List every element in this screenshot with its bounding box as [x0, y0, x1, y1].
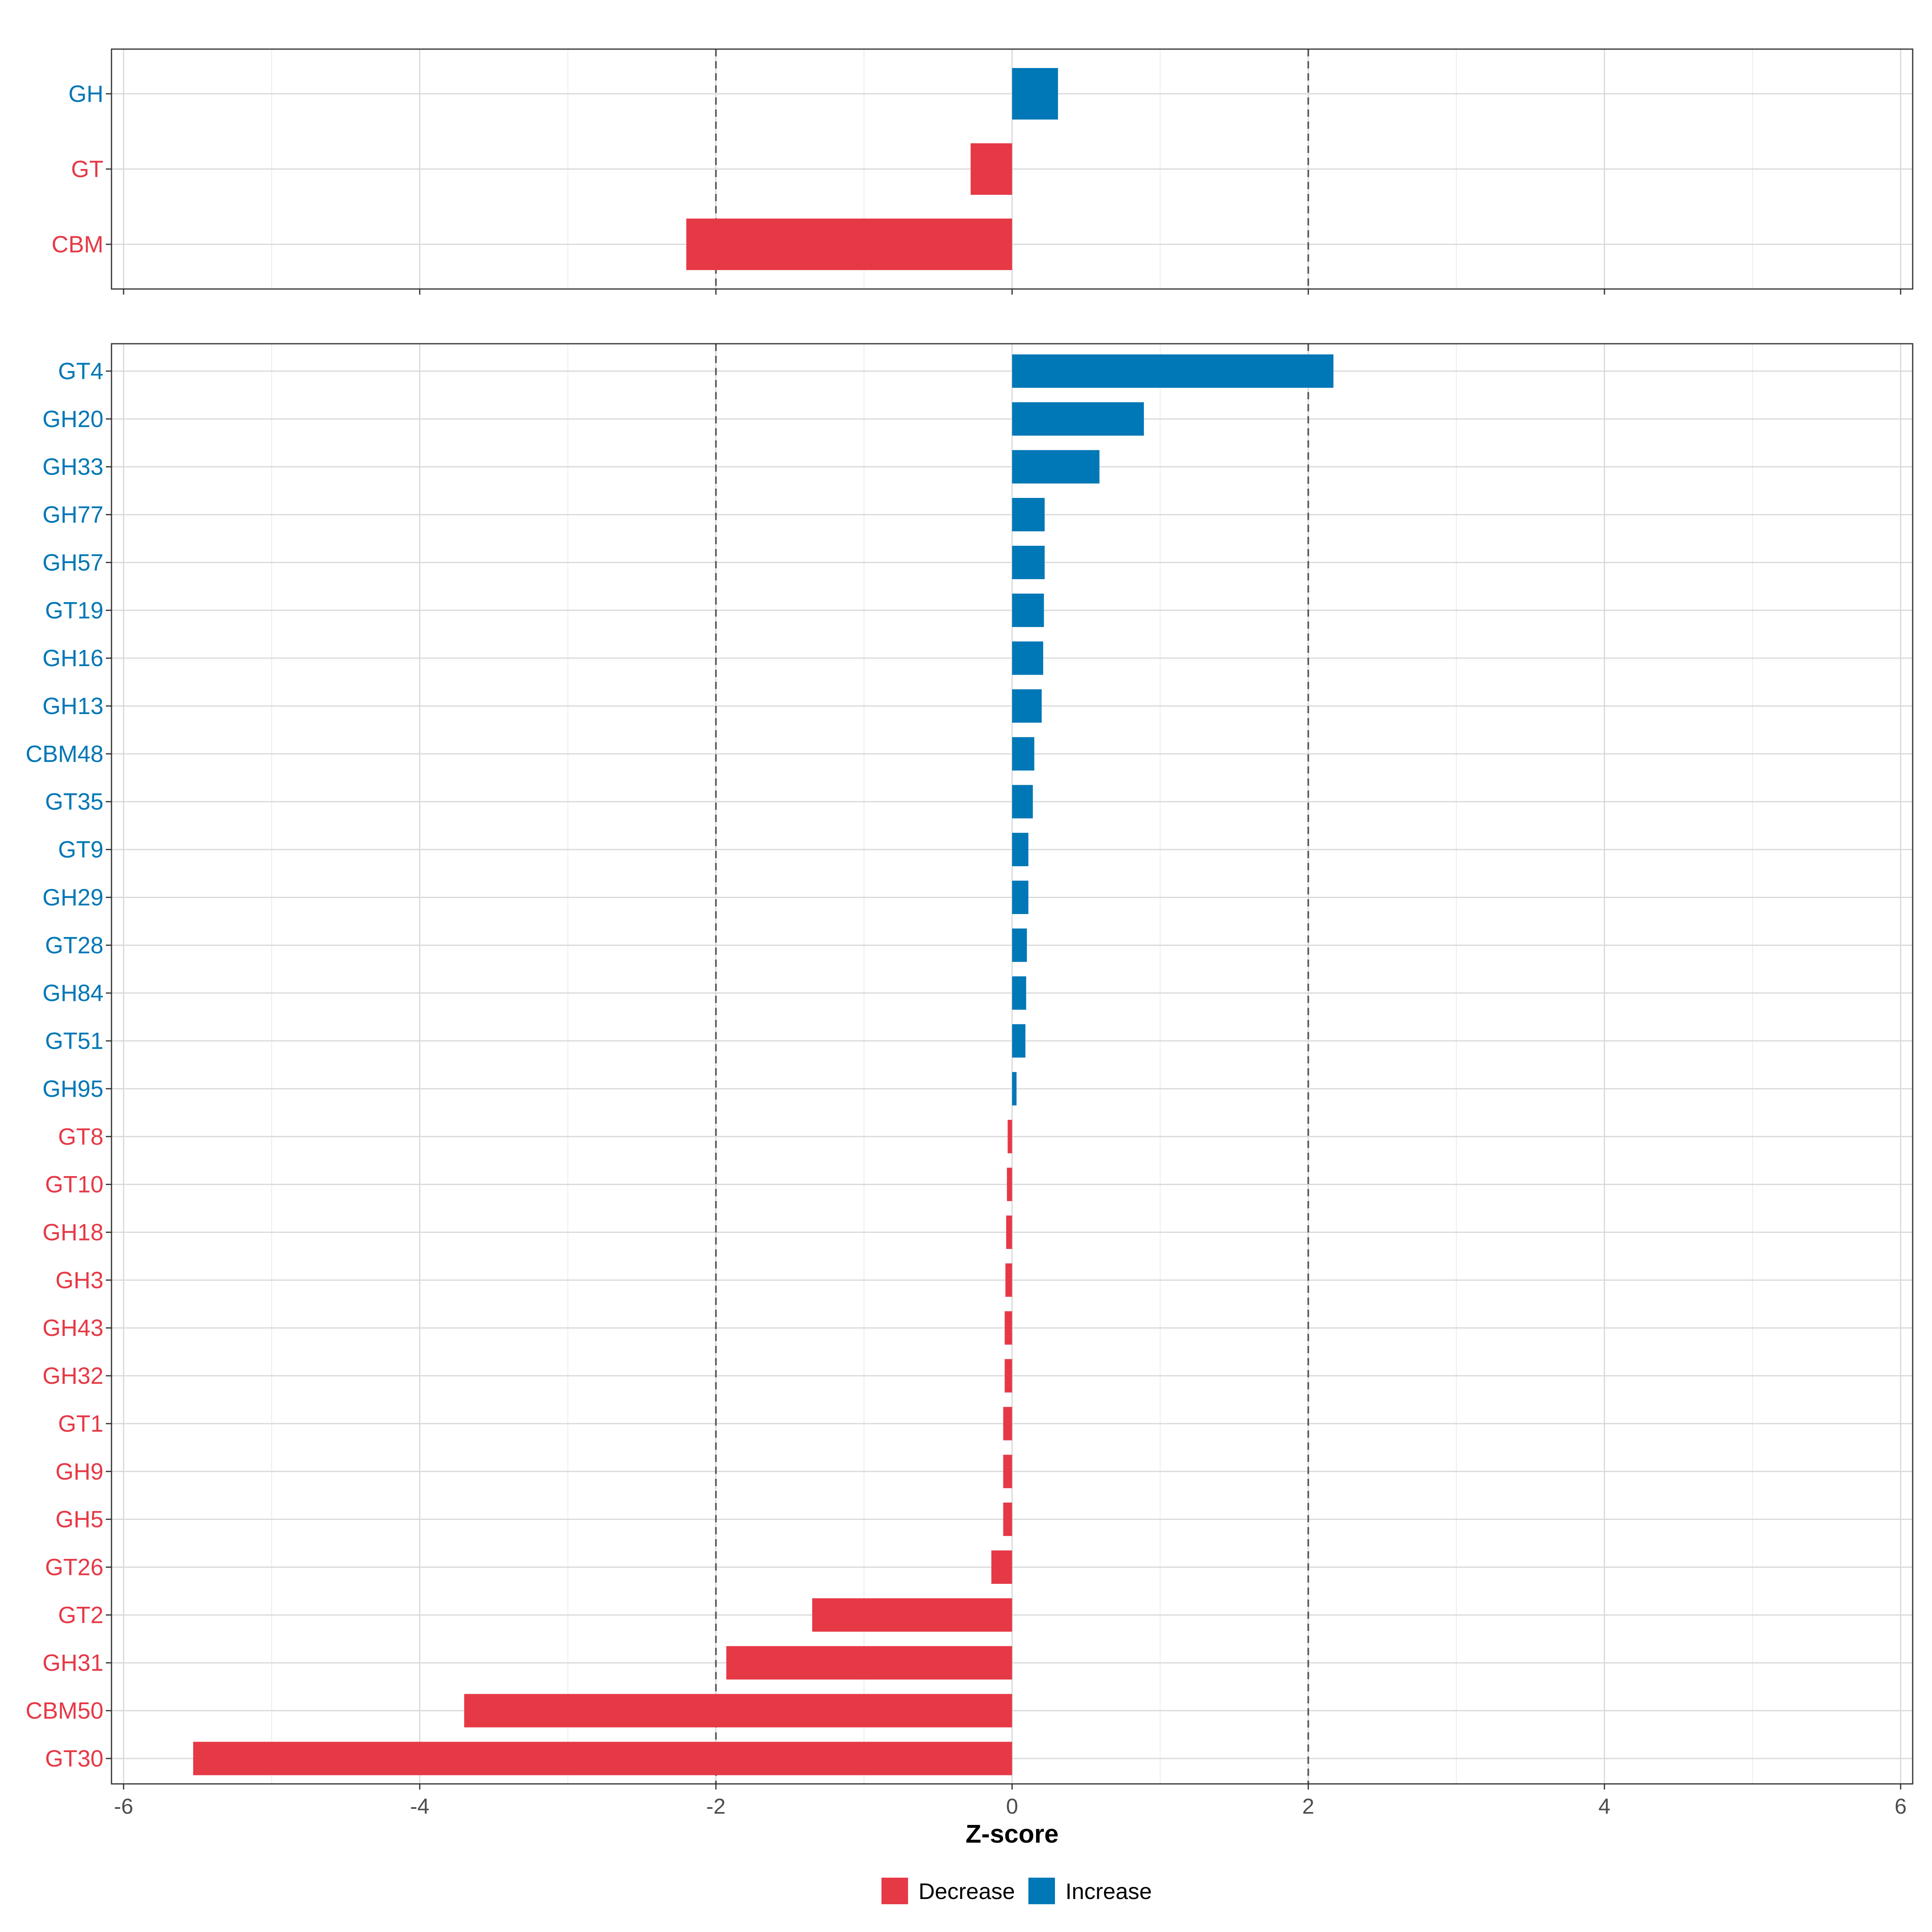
x-tick-label: -4: [410, 1794, 429, 1818]
x-tick-label: 4: [1598, 1794, 1610, 1818]
bar-gh: [1012, 68, 1058, 120]
bar-gh31: [726, 1646, 1012, 1680]
bar-gt1: [1003, 1407, 1012, 1441]
category-label-gt9: GT9: [58, 837, 103, 863]
category-label-gh13: GH13: [42, 693, 103, 719]
bar-gh9: [1003, 1455, 1012, 1488]
category-label-gt26: GT26: [45, 1554, 103, 1581]
bar-gh32: [1005, 1359, 1012, 1393]
category-label-gh77: GH77: [42, 502, 103, 528]
category-label-gh5: GH5: [56, 1507, 103, 1533]
category-label-gt35: GT35: [45, 789, 103, 815]
legend-label-decrease: Decrease: [919, 1878, 1015, 1904]
category-label-gt2: GT2: [58, 1602, 103, 1628]
category-label-gh: GH: [68, 81, 103, 107]
category-label-gh84: GH84: [42, 980, 103, 1006]
category-label-cbm50: CBM50: [26, 1698, 103, 1724]
bar-gt4: [1012, 354, 1333, 388]
bar-gh29: [1012, 880, 1028, 914]
category-label-gh43: GH43: [42, 1315, 103, 1341]
category-label-gt4: GT4: [58, 358, 103, 384]
bar-gh95: [1012, 1072, 1017, 1106]
bar-gt35: [1012, 785, 1033, 819]
top-panel-bars: [686, 68, 1058, 270]
x-axis-title: Z-score: [966, 1819, 1059, 1848]
bar-cbm50: [464, 1694, 1012, 1728]
category-label-gt19: GT19: [45, 597, 103, 623]
bar-gt30: [193, 1742, 1012, 1775]
bottom-panel-ticks: [106, 370, 1901, 1790]
bar-gh18: [1006, 1215, 1012, 1249]
category-label-gh16: GH16: [42, 645, 103, 671]
legend: Decrease Increase: [881, 1878, 1152, 1904]
category-label-gt28: GT28: [45, 932, 103, 958]
category-label-gh32: GH32: [42, 1363, 103, 1389]
bar-gt26: [991, 1550, 1012, 1584]
bar-gt9: [1012, 833, 1028, 867]
bar-gt: [970, 143, 1012, 195]
x-tick-label: -2: [706, 1794, 726, 1818]
category-label-gh3: GH3: [56, 1267, 103, 1293]
category-label-gh31: GH31: [42, 1650, 103, 1676]
bar-gh57: [1012, 545, 1045, 579]
category-label-gt1: GT1: [58, 1411, 103, 1437]
legend-key-decrease: [881, 1878, 908, 1904]
bar-gh84: [1012, 976, 1026, 1010]
x-tick-label: 2: [1302, 1794, 1314, 1818]
bar-gt51: [1012, 1024, 1026, 1058]
legend-label-increase: Increase: [1065, 1878, 1152, 1904]
bottom-panel-category-labels: GT4 GH20 GH33 GH77 GH57 GT19 GH16 GH13 CBM48 GT35…: [26, 358, 103, 1772]
bar-gt2: [812, 1598, 1012, 1632]
category-label-gt10: GT10: [45, 1172, 103, 1198]
bar-gt10: [1007, 1168, 1012, 1201]
x-axis-tick-labels: -6 -4 -2 0 2 4 6: [114, 1794, 1907, 1818]
bar-gh13: [1012, 689, 1042, 723]
bar-gh33: [1012, 450, 1100, 484]
bar-cbm48: [1012, 737, 1034, 771]
legend-key-increase: [1028, 1878, 1055, 1904]
bottom-panel-reference-lines: [715, 344, 1309, 1784]
bar-cbm: [686, 219, 1012, 270]
x-tick-label: 0: [1006, 1794, 1018, 1818]
category-label-gt8: GT8: [58, 1124, 103, 1150]
category-label-gh29: GH29: [42, 884, 103, 910]
category-label-gh33: GH33: [42, 454, 103, 480]
top-panel-category-labels: GH GT CBM: [52, 81, 103, 258]
category-label-gh20: GH20: [42, 406, 103, 432]
bar-gt19: [1012, 593, 1044, 627]
bar-gh43: [1005, 1311, 1012, 1345]
top-panel: GH GT CBM: [52, 48, 1913, 295]
x-tick-label: -6: [114, 1794, 133, 1818]
category-label-gh9: GH9: [56, 1459, 103, 1485]
bar-gh3: [1005, 1263, 1012, 1297]
x-tick-label: 6: [1895, 1794, 1907, 1818]
bottom-panel-bars: [193, 354, 1333, 1775]
category-label-gh18: GH18: [42, 1219, 103, 1245]
category-label-cbm: CBM: [52, 231, 103, 258]
category-label-gh57: GH57: [42, 549, 103, 576]
category-label-gt: GT: [71, 156, 103, 182]
bar-gh77: [1012, 498, 1045, 532]
top-panel-ticks: [106, 93, 1901, 295]
category-label-cbm48: CBM48: [26, 741, 103, 767]
bottom-panel: GT4 GH20 GH33 GH77 GH57 GT19 GH16 GH13 CBM48 GT35…: [26, 343, 1913, 1790]
bar-gt8: [1007, 1120, 1012, 1154]
category-label-gt51: GT51: [45, 1028, 103, 1054]
bar-gh5: [1003, 1503, 1012, 1536]
category-label-gt30: GT30: [45, 1746, 103, 1772]
bar-gh16: [1012, 641, 1043, 675]
bar-gh20: [1012, 402, 1144, 436]
category-label-gh95: GH95: [42, 1076, 103, 1102]
bar-gt28: [1012, 928, 1027, 962]
